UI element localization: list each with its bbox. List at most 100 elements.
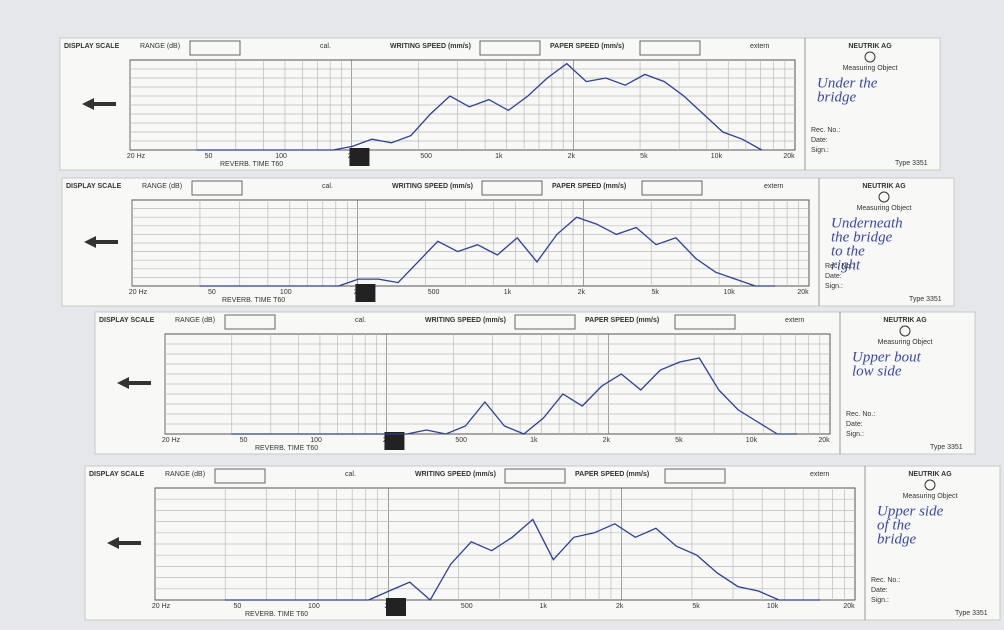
writing-speed-label: WRITING SPEED (mm/s) <box>425 317 506 324</box>
freq-label: 1k <box>540 603 548 610</box>
handwritten-note: bridge <box>817 89 857 105</box>
range-label: RANGE (dB) <box>175 317 215 324</box>
marker-block <box>349 148 369 166</box>
measuring-object: Measuring Object <box>878 339 933 346</box>
range-label: RANGE (dB) <box>165 471 205 478</box>
strip: DISPLAY SCALE RANGE (dB) cal. WRITING SPEED… <box>62 178 954 306</box>
strip: DISPLAY SCALE RANGE (dB) cal. WRITING SPEED… <box>60 38 940 170</box>
freq-label: 100 <box>310 437 322 444</box>
freq-label: 2k <box>578 289 586 296</box>
extern-label: extern <box>810 471 830 478</box>
type: Type 3351 <box>895 160 928 167</box>
measuring-object: Measuring Object <box>843 65 898 72</box>
freq-label: 500 <box>420 153 432 160</box>
date: Date: <box>846 421 863 428</box>
reverb-label: REVERB. TIME T60 <box>222 297 285 304</box>
freq-label: 20k <box>843 603 855 610</box>
paper-speed-label: PAPER SPEED (mm/s) <box>585 317 659 324</box>
type: Type 3351 <box>955 610 988 617</box>
cal-label: cal. <box>345 471 356 478</box>
freq-label: 50 <box>205 153 213 160</box>
freq-label: 500 <box>461 603 473 610</box>
rec-no: Rec. No.: <box>811 127 840 134</box>
company: NEUTRIK AG <box>862 183 906 190</box>
freq-label: 5k <box>692 603 700 610</box>
range-label: RANGE (dB) <box>140 43 180 50</box>
freq-label: 10k <box>767 603 779 610</box>
paper-speed-label: PAPER SPEED (mm/s) <box>552 183 626 190</box>
paper-speed-label: PAPER SPEED (mm/s) <box>550 43 624 50</box>
freq-label: 20k <box>818 437 830 444</box>
reverb-label: REVERB. TIME T60 <box>245 611 308 618</box>
reverb-label: REVERB. TIME T60 <box>255 445 318 452</box>
freq-label: 5k <box>652 289 660 296</box>
writing-speed-label: WRITING SPEED (mm/s) <box>392 183 473 190</box>
handwritten-note: low side <box>852 363 902 379</box>
handwritten-note: bridge <box>877 531 917 547</box>
display-scale-label: DISPLAY SCALE <box>66 183 122 190</box>
date: Date: <box>811 137 828 144</box>
freq-label: 10k <box>723 289 735 296</box>
paper-speed-label: PAPER SPEED (mm/s) <box>575 471 649 478</box>
rec-no: Rec. No.: <box>846 411 875 418</box>
cal-label: cal. <box>355 317 366 324</box>
marker-block <box>386 598 406 616</box>
extern-label: extern <box>750 43 770 50</box>
company: NEUTRIK AG <box>883 317 927 324</box>
display-scale-label: DISPLAY SCALE <box>89 471 145 478</box>
display-scale-label: DISPLAY SCALE <box>64 43 120 50</box>
extern-label: extern <box>764 183 784 190</box>
freq-label: 20 Hz <box>152 603 171 610</box>
reverb-label: REVERB. TIME T60 <box>220 161 283 168</box>
extern-label: extern <box>785 317 805 324</box>
measuring-object: Measuring Object <box>857 205 912 212</box>
marker-block <box>355 284 375 302</box>
paper <box>85 466 1000 620</box>
freq-label: 20 Hz <box>129 289 148 296</box>
sign: Sign.: <box>825 283 843 290</box>
sign: Sign.: <box>811 147 829 154</box>
paper <box>62 178 954 306</box>
range-label: RANGE (dB) <box>142 183 182 190</box>
company: NEUTRIK AG <box>908 471 952 478</box>
freq-label: 5k <box>675 437 683 444</box>
freq-label: 100 <box>280 289 292 296</box>
strip: DISPLAY SCALE RANGE (dB) cal. WRITING SPEED… <box>85 466 1000 620</box>
freq-label: 2k <box>568 153 576 160</box>
freq-label: 20 Hz <box>127 153 146 160</box>
date: Date: <box>871 587 888 594</box>
rec-no: Rec. No.: <box>871 577 900 584</box>
freq-label: 1k <box>504 289 512 296</box>
sign: Sign.: <box>871 597 889 604</box>
freq-label: 500 <box>428 289 440 296</box>
freq-label: 100 <box>308 603 320 610</box>
date: Date: <box>825 273 842 280</box>
freq-label: 1k <box>495 153 503 160</box>
writing-speed-label: WRITING SPEED (mm/s) <box>415 471 496 478</box>
writing-speed-label: WRITING SPEED (mm/s) <box>390 43 471 50</box>
freq-label: 20k <box>783 153 795 160</box>
freq-label: 50 <box>240 437 248 444</box>
cal-label: cal. <box>322 183 333 190</box>
type: Type 3351 <box>930 444 963 451</box>
freq-label: 5k <box>640 153 648 160</box>
sign: Sign.: <box>846 431 864 438</box>
cal-label: cal. <box>320 43 331 50</box>
photo: DISPLAY SCALE RANGE (dB) cal. WRITING SPEED… <box>0 0 1004 630</box>
freq-label: 20 Hz <box>162 437 181 444</box>
freq-label: 2k <box>603 437 611 444</box>
freq-label: 50 <box>234 603 242 610</box>
freq-label: 10k <box>746 437 758 444</box>
type: Type 3351 <box>909 296 942 303</box>
company: NEUTRIK AG <box>848 43 892 50</box>
freq-label: 100 <box>275 153 287 160</box>
freq-label: 1k <box>530 437 538 444</box>
freq-label: 20k <box>797 289 809 296</box>
freq-label: 50 <box>208 289 216 296</box>
measuring-object: Measuring Object <box>903 493 958 500</box>
freq-label: 10k <box>711 153 723 160</box>
freq-label: 2k <box>616 603 624 610</box>
paper <box>95 312 975 454</box>
rec-no: Rec. No.: <box>825 263 854 270</box>
